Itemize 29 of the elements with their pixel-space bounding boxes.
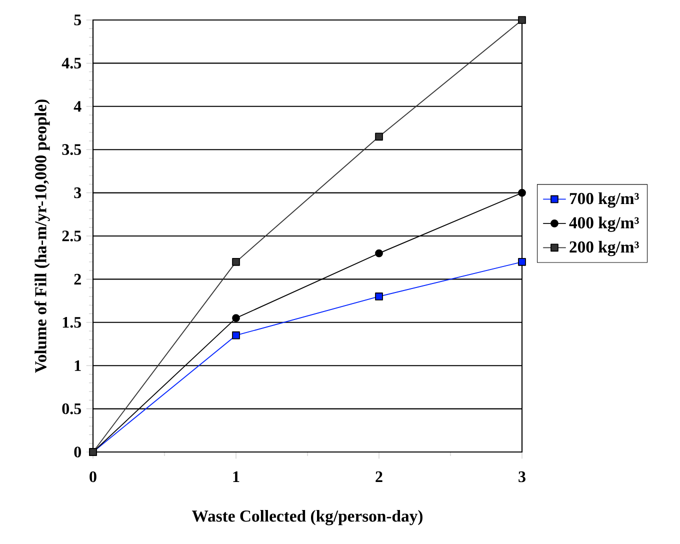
point bbox=[518, 188, 526, 197]
y-tick-label: 4 bbox=[74, 101, 82, 112]
y-tick-label: 5 bbox=[74, 14, 82, 26]
y-tick-label: 2 bbox=[74, 274, 81, 284]
y-tick-label: 3.5 bbox=[62, 144, 82, 156]
x-tick-label: 0 bbox=[90, 471, 96, 482]
legend-label: 700 kg/m³ bbox=[570, 192, 639, 208]
point bbox=[375, 249, 383, 258]
point bbox=[232, 314, 240, 322]
point bbox=[375, 292, 383, 300]
y-tick-label: 4.5 bbox=[62, 58, 82, 69]
point bbox=[232, 258, 240, 266]
x-tick-label: 1 bbox=[233, 471, 240, 482]
point bbox=[518, 258, 526, 266]
legend-label: 200 kg/m³ bbox=[570, 240, 639, 256]
y-tick-label: 1 bbox=[74, 360, 81, 371]
y-tick-label: 1.5 bbox=[62, 317, 82, 328]
point bbox=[518, 16, 526, 24]
legend-label: 400 kg/m³ bbox=[569, 216, 639, 232]
y-axis-title: Volume of Fill (ha-m/yr-10,000 people) bbox=[34, 100, 50, 373]
y-tick-label: 3 bbox=[74, 187, 82, 198]
y-tick-label: 2.5 bbox=[62, 230, 82, 242]
x-tick-label: 2 bbox=[376, 471, 382, 482]
point bbox=[232, 331, 240, 340]
point bbox=[375, 132, 383, 141]
x-axis-title: Waste Collected (kg/person-day) bbox=[192, 510, 422, 526]
x-tick-label: 3 bbox=[518, 471, 526, 482]
y-tick-label: 0 bbox=[74, 446, 82, 458]
y-tick-label: 0.5 bbox=[62, 403, 82, 414]
